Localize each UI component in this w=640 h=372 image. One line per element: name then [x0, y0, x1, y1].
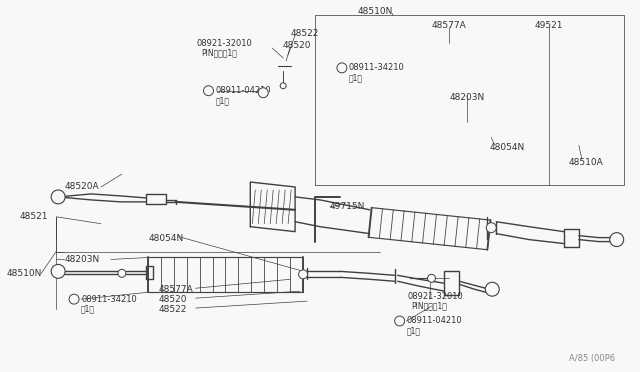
- Circle shape: [69, 294, 79, 304]
- Text: 48203N: 48203N: [64, 255, 99, 264]
- Text: 08911-34210: 08911-34210: [81, 295, 137, 304]
- Text: N: N: [397, 318, 403, 324]
- Circle shape: [485, 282, 499, 296]
- Text: 08921-32010: 08921-32010: [408, 292, 463, 301]
- Text: 08921-32010: 08921-32010: [196, 39, 252, 48]
- Text: 48203N: 48203N: [449, 93, 484, 102]
- Text: 〈1〉: 〈1〉: [406, 326, 420, 336]
- Text: 08911-34210: 08911-34210: [349, 63, 404, 73]
- Text: 48522: 48522: [159, 305, 187, 314]
- Text: N: N: [339, 65, 344, 70]
- Text: 49715N: 49715N: [330, 202, 365, 211]
- Text: 48520: 48520: [159, 295, 188, 304]
- Text: PINピン〈1〉: PINピン〈1〉: [412, 302, 447, 311]
- Circle shape: [486, 223, 496, 232]
- Text: 〈1〉: 〈1〉: [216, 96, 230, 105]
- Text: 48510N: 48510N: [6, 269, 42, 278]
- Text: 48054N: 48054N: [489, 143, 525, 152]
- Circle shape: [259, 88, 268, 98]
- Text: 48577A: 48577A: [159, 285, 193, 294]
- Circle shape: [428, 274, 435, 282]
- Text: 48510A: 48510A: [569, 158, 604, 167]
- Text: 48520A: 48520A: [64, 183, 99, 192]
- Text: 08911-04210: 08911-04210: [406, 317, 462, 326]
- Text: 48522: 48522: [290, 29, 319, 38]
- Circle shape: [204, 86, 214, 96]
- Text: 〈1〉: 〈1〉: [349, 73, 363, 82]
- Text: A/85 (00P6: A/85 (00P6: [569, 354, 615, 363]
- Text: N: N: [260, 90, 266, 95]
- Text: 48577A: 48577A: [431, 21, 467, 30]
- Circle shape: [610, 232, 623, 247]
- Circle shape: [395, 316, 404, 326]
- Text: 08911-04210: 08911-04210: [216, 86, 271, 95]
- Circle shape: [118, 269, 126, 277]
- Text: 〈1〉: 〈1〉: [81, 305, 95, 314]
- Circle shape: [280, 83, 286, 89]
- Circle shape: [51, 264, 65, 278]
- Text: 48521: 48521: [19, 212, 48, 221]
- Text: N: N: [72, 296, 77, 302]
- Text: PINピン〈1〉: PINピン〈1〉: [202, 48, 237, 58]
- Text: 48510N: 48510N: [358, 7, 393, 16]
- Text: 48054N: 48054N: [148, 234, 184, 243]
- Circle shape: [299, 270, 308, 279]
- Text: 48520: 48520: [282, 41, 310, 49]
- Circle shape: [337, 63, 347, 73]
- Text: N: N: [206, 88, 211, 93]
- Text: 49521: 49521: [534, 21, 563, 30]
- Circle shape: [51, 190, 65, 204]
